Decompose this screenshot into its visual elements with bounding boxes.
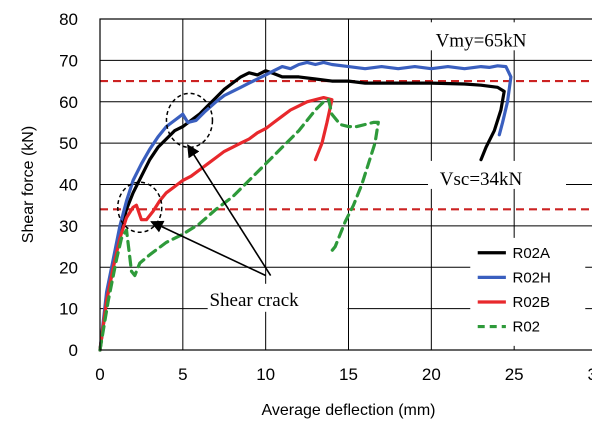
legend-label-r02b: R02B [513,294,551,311]
plot-frame [99,18,592,351]
vmy-label-box [428,22,569,51]
shear-crack-markers [117,92,272,277]
series-line-r02h [98,60,513,352]
x-tick-label: 25 [505,365,524,384]
y-tick-label: 10 [59,300,78,319]
x-tick-label: 20 [422,365,441,384]
y-tick-label: 70 [59,51,78,70]
crack-circle-upper [165,92,214,149]
series-group [98,60,513,352]
x-tick-label: 30 [588,365,592,384]
vsc-label-box [428,160,567,189]
vsc-annotation: Vsc=34kN [440,169,523,190]
legend-label-r02a: R02A [513,245,551,262]
series-line-r02b [98,96,334,352]
y-tick-label: 30 [59,217,78,236]
y-tick-label: 20 [59,258,78,277]
legend-label-r02h: R02H [513,269,551,286]
y-tick-label: 60 [59,93,78,112]
y-tick-label: 50 [59,134,78,153]
shear-crack-annotation: Shear crack [209,290,299,311]
legend-label-r02: R02 [513,319,541,336]
x-tick-label: 0 [95,365,104,384]
y-axis-label: Shear force (kN) [20,126,37,243]
x-tick-labels: 0 5 10 15 20 25 30 [95,365,592,384]
legend-box [470,237,586,346]
y-tick-label: 40 [59,176,78,195]
vmy-annotation: Vmy=65kN [436,30,527,51]
x-tick-label: 15 [339,365,358,384]
series-line-r02 [98,98,380,352]
y-tick-label: 0 [69,341,78,360]
crack-arrow-lower [150,220,267,277]
x-tick-label: 10 [256,365,275,384]
series-line-r02a [98,69,506,352]
annotation-boxes [207,22,569,312]
x-axis-label: Average deflection (mm) [262,402,436,419]
crack-circle-lower [117,181,163,234]
crack-arrow-upper [187,144,272,276]
y-tick-labels: 0 10 20 30 40 50 60 70 80 [59,10,78,360]
x-tick-label: 5 [178,365,187,384]
legend: R02A R02H R02B R02 [470,237,586,346]
shear-crack-label-box [207,283,348,312]
y-tick-label: 80 [59,10,78,29]
